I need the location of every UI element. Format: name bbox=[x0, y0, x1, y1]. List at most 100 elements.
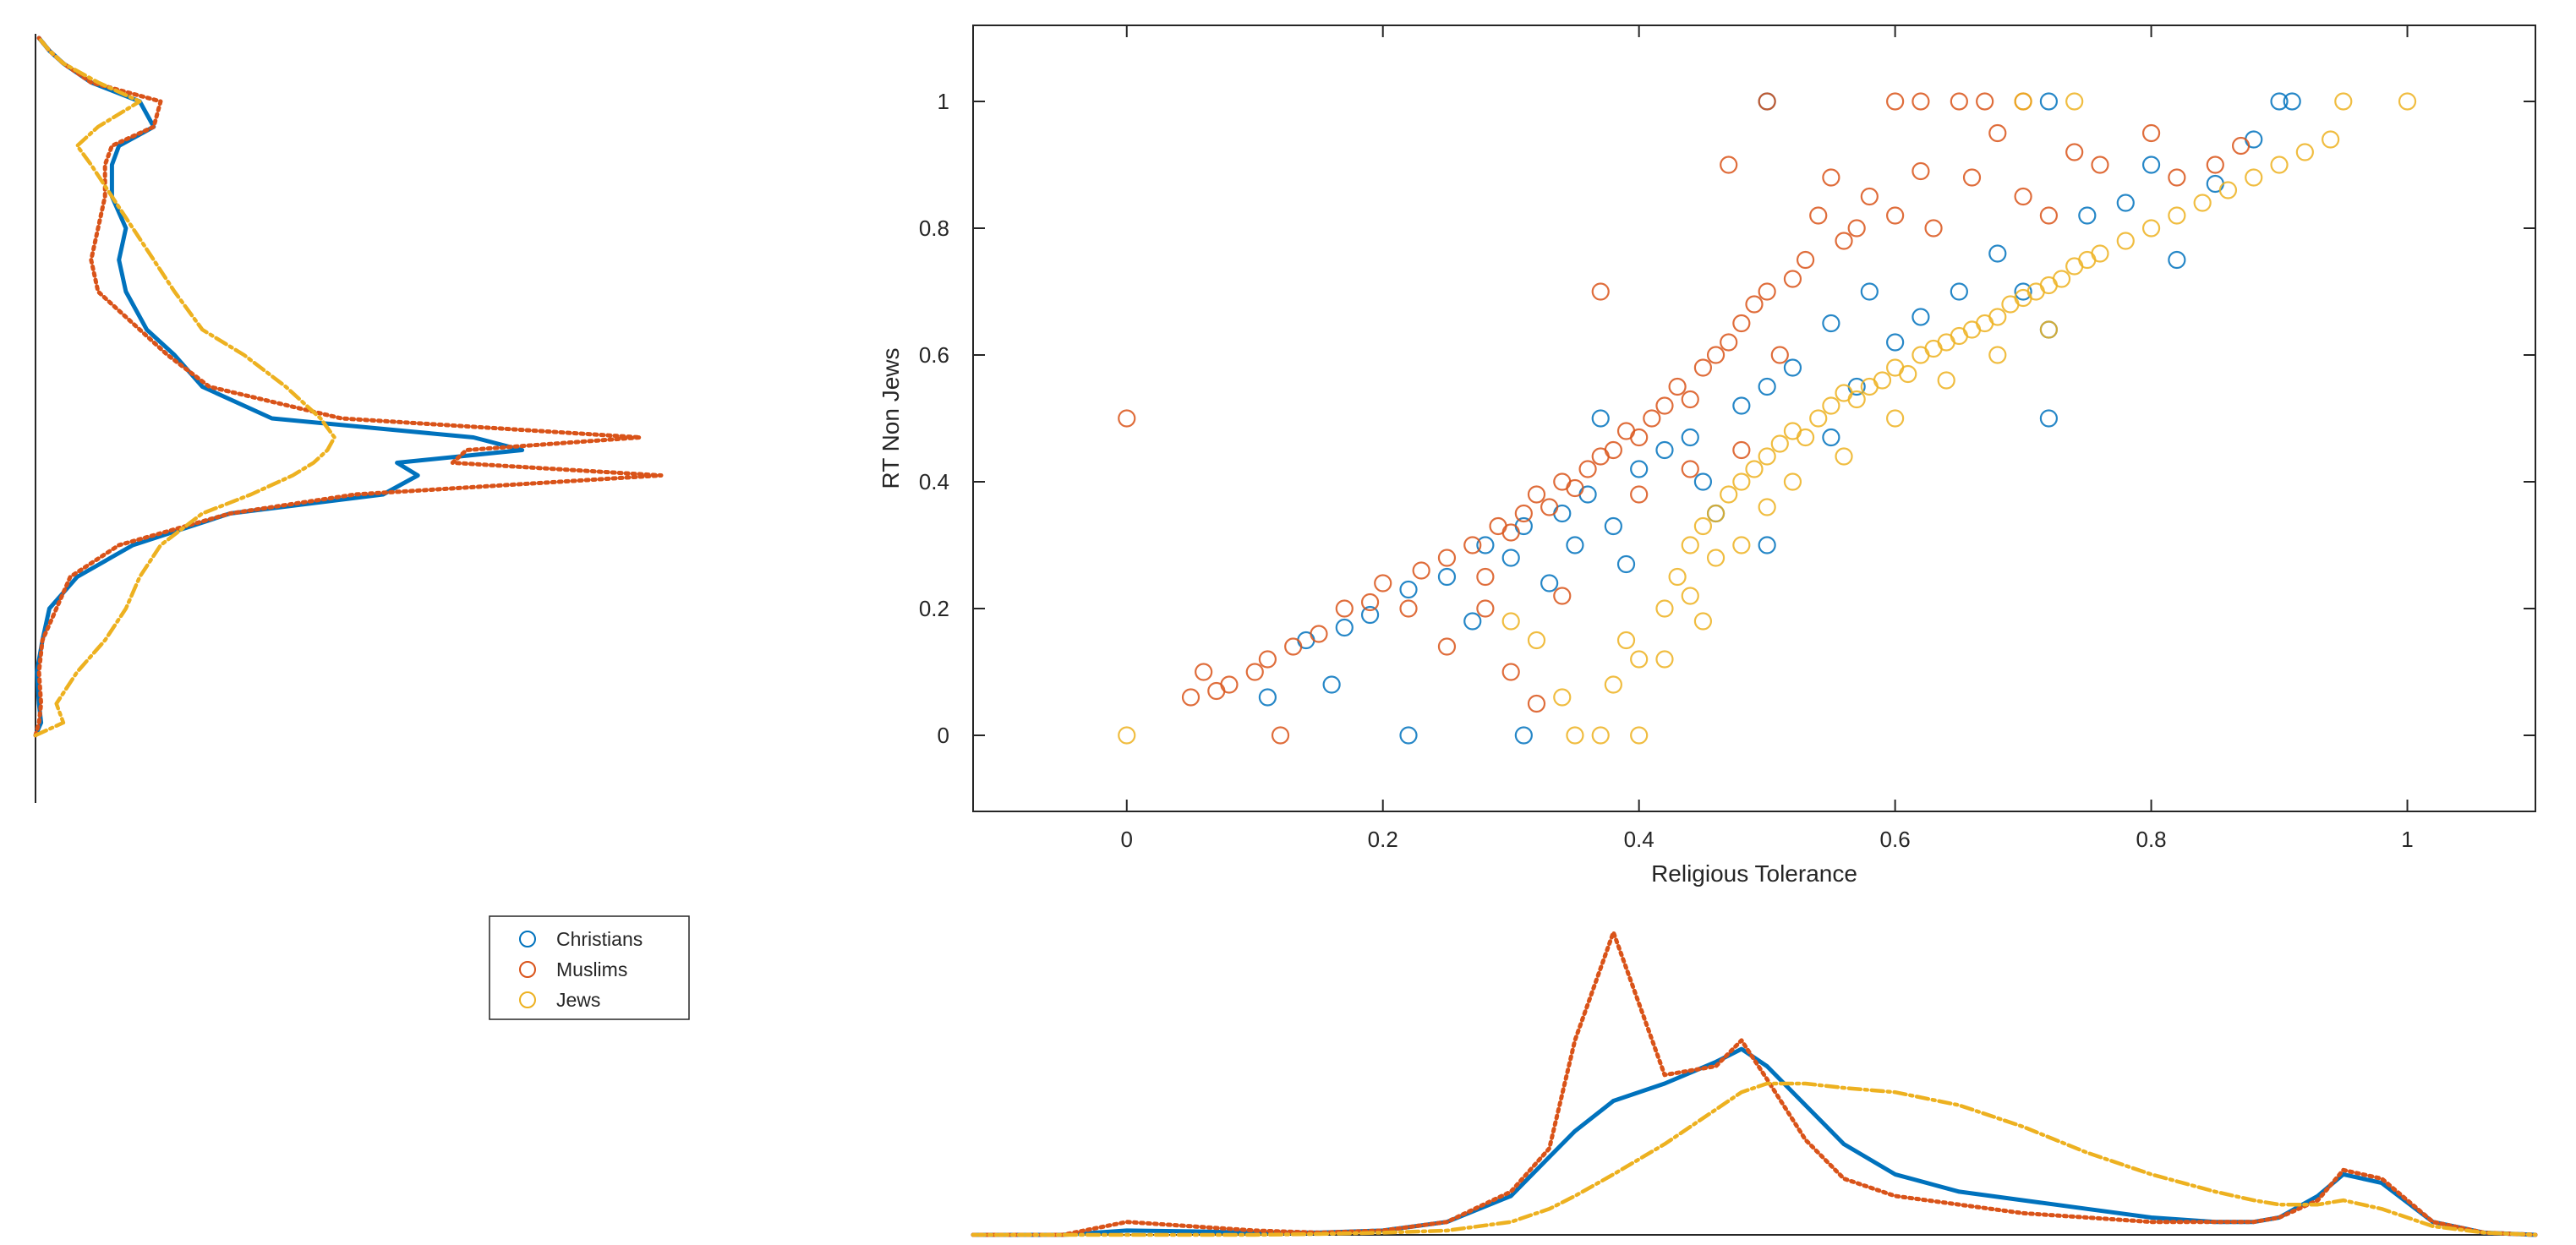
scatter-point-jews bbox=[2218, 181, 2238, 199]
scatter-point-muslims bbox=[2232, 136, 2251, 156]
scatter-point-muslims bbox=[1476, 567, 1495, 587]
scatter-point-muslims bbox=[1310, 625, 1328, 643]
scatter-point-muslims bbox=[1950, 92, 1968, 111]
x-tick-label: 0.8 bbox=[2136, 827, 2166, 852]
scatter-point-muslims bbox=[1630, 485, 1649, 504]
scatter-point-jews bbox=[1604, 675, 1622, 694]
scatter-point-jews bbox=[1937, 371, 1955, 390]
scatter-point-muslims bbox=[1604, 440, 1622, 460]
scatter-point-muslims bbox=[2168, 168, 2186, 187]
scatter-point-christians bbox=[1335, 618, 1354, 637]
scatter-point-muslims bbox=[1835, 232, 1853, 250]
scatter-point-jews bbox=[1118, 726, 1136, 745]
scatter-point-muslims bbox=[1886, 206, 1905, 225]
scatter-point-muslims bbox=[1809, 206, 1828, 225]
scatter-point-christians bbox=[1616, 554, 1636, 574]
x-tick-label: 0 bbox=[1121, 827, 1133, 852]
bottom-density-muslims bbox=[971, 930, 2538, 1237]
scatter-point-jews bbox=[1783, 472, 1802, 491]
scatter-point-jews bbox=[2245, 168, 2263, 187]
scatter-point-muslims bbox=[1258, 650, 1277, 669]
scatter-point-muslims bbox=[1514, 504, 1533, 523]
scatter-point-muslims bbox=[1220, 675, 1239, 694]
scatter-point-christians bbox=[2014, 282, 2032, 301]
scatter-point-muslims bbox=[1643, 409, 1661, 428]
scatter-point-christians bbox=[1693, 472, 1713, 491]
scatter-point-jews bbox=[1527, 631, 1546, 650]
scatter-point-jews bbox=[1873, 371, 1892, 390]
scatter-point-jews bbox=[1758, 447, 1776, 466]
scatter-point-christians bbox=[1399, 726, 1418, 745]
scatter-point-muslims bbox=[2141, 123, 2161, 143]
scatter-point-christians bbox=[1476, 536, 1495, 554]
scatter-point-jews bbox=[1822, 396, 1840, 415]
scatter-point-muslims bbox=[1860, 187, 1879, 206]
scatter-point-jews bbox=[1630, 650, 1649, 669]
scatter-point-christians bbox=[1950, 282, 1968, 301]
scatter-point-muslims bbox=[1758, 282, 1776, 301]
scatter-point-muslims bbox=[1655, 396, 1674, 415]
scatter-point-christians bbox=[1514, 726, 1533, 745]
scatter-point-muslims bbox=[2014, 187, 2032, 206]
x-tick-label: 0.6 bbox=[1880, 827, 1911, 852]
scatter-point-jews bbox=[1655, 599, 1674, 618]
scatter-point-jews bbox=[1668, 567, 1687, 587]
x-tick-label: 1 bbox=[2401, 827, 2413, 852]
scatter-point-muslims bbox=[1758, 92, 1776, 111]
scatter-point-christians bbox=[1886, 333, 1905, 352]
scatter-point-christians bbox=[2168, 250, 2186, 270]
scatter-point-muslims bbox=[1463, 536, 1482, 554]
scatter-point-jews bbox=[2039, 320, 2058, 339]
scatter-point-muslims bbox=[1962, 168, 1982, 187]
scatter-point-christians bbox=[1463, 612, 1482, 631]
scatter-point-jews bbox=[2193, 194, 2212, 212]
y-tick-label: 0 bbox=[938, 723, 949, 748]
legend: Christians Muslims Jews bbox=[489, 915, 690, 1020]
scatter-point-jews bbox=[2116, 232, 2135, 250]
scatter-point-jews bbox=[2168, 206, 2186, 225]
scatter-point-jews bbox=[1706, 549, 1726, 567]
legend-label-muslims: Muslims bbox=[556, 958, 627, 980]
scatter-point-christians bbox=[2270, 92, 2289, 111]
scatter-point-christians bbox=[1783, 358, 1802, 377]
scatter-point-christians bbox=[1630, 460, 1649, 478]
scatter-point-jews bbox=[1899, 364, 1917, 384]
scatter-point-christians bbox=[1437, 567, 1457, 587]
scatter-point-jews bbox=[1553, 688, 1572, 707]
scatter-point-jews bbox=[1501, 612, 1520, 631]
scatter-point-muslims bbox=[1783, 270, 1802, 288]
scatter-point-muslims bbox=[2039, 206, 2058, 225]
scatter-axes-box bbox=[972, 25, 2536, 812]
scatter-point-muslims bbox=[1501, 663, 1520, 681]
scatter-point-jews bbox=[1706, 504, 1726, 523]
scatter-point-jews bbox=[1988, 346, 2007, 364]
y-tick-label: 0.6 bbox=[919, 342, 949, 368]
scatter-point-christians bbox=[1822, 314, 1840, 333]
scatter-point-christians bbox=[1591, 409, 1610, 428]
left-density-muslims bbox=[33, 35, 664, 738]
scatter-point-jews bbox=[2295, 143, 2314, 161]
scatter-points bbox=[1118, 92, 2417, 745]
scatter-point-muslims bbox=[1693, 358, 1713, 377]
scatter-point-jews bbox=[1758, 498, 1776, 516]
scatter-point-jews bbox=[1809, 409, 1828, 428]
scatter-point-muslims bbox=[1886, 92, 1905, 111]
bottom-density-jews bbox=[971, 1081, 2538, 1237]
scatter-point-christians bbox=[1360, 605, 1380, 625]
scatter-point-jews bbox=[2052, 270, 2071, 288]
scatter-point-jews bbox=[1796, 428, 1815, 447]
scatter-point-muslims bbox=[1553, 587, 1572, 605]
scatter-point-muslims bbox=[1335, 599, 1354, 618]
scatter-point-christians bbox=[2039, 409, 2058, 428]
scatter-point-christians bbox=[1988, 244, 2007, 263]
y-tick-label: 0.2 bbox=[919, 596, 949, 621]
scatter-point-christians bbox=[1604, 516, 1622, 536]
scatter-point-jews bbox=[2334, 92, 2353, 111]
scatter-point-jews bbox=[1720, 485, 1738, 504]
left-density-christians bbox=[33, 35, 525, 738]
scatter-point-jews bbox=[1770, 434, 1789, 453]
left-density-curves bbox=[33, 35, 664, 738]
legend-label-jews: Jews bbox=[556, 989, 600, 1011]
scatter-point-jews bbox=[2398, 92, 2417, 111]
scatter-point-christians bbox=[2283, 92, 2301, 111]
